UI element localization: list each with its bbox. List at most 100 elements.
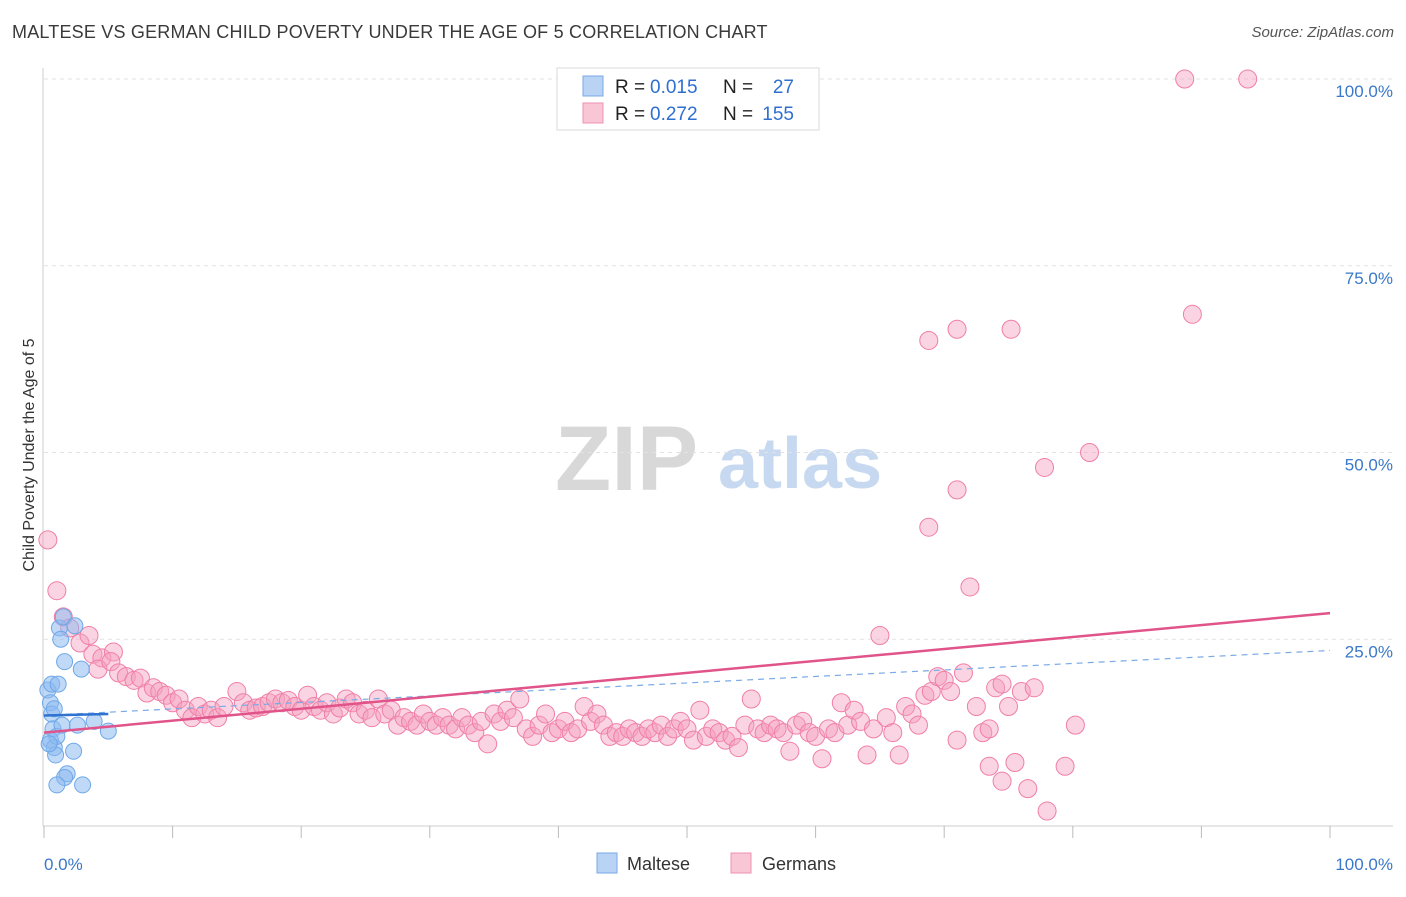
germans-point-140: [947, 730, 967, 750]
germans-point-67: [478, 734, 498, 754]
gridlines: [44, 78, 1393, 640]
maltese-point-8: [45, 700, 63, 718]
germans-point-138: [934, 670, 954, 690]
stats-swatch-maltese: [582, 75, 604, 97]
germans-point-25: [201, 700, 221, 720]
y-axis-label: Child Poverty Under the Age of 5: [21, 338, 38, 571]
maltese-point-22: [74, 776, 92, 794]
germans-point-116: [793, 711, 813, 731]
x-tick-label-max: 100.0%: [1335, 855, 1393, 874]
germans-point-148: [999, 696, 1018, 716]
chart-source: Source: ZipAtlas.com: [1251, 24, 1394, 41]
stats-r-value-maltese: 0.015: [650, 77, 698, 98]
germans-point-20: [169, 689, 189, 709]
germans-point-74: [523, 726, 543, 746]
germans-point-153: [919, 330, 939, 350]
germans-point-1: [47, 581, 67, 601]
germans-point-93: [645, 723, 665, 743]
germans-point-80: [561, 723, 581, 743]
germans-point-161: [1175, 69, 1195, 89]
germans-point-103: [709, 723, 729, 743]
germans-point-47: [349, 704, 369, 724]
trend-lines: [43, 611, 1331, 734]
maltese-point-25: [40, 735, 58, 753]
germans-point-156: [1182, 304, 1202, 324]
maltese-point-21: [72, 660, 90, 678]
germans-point-64: [458, 715, 478, 735]
germans-trend-line: [43, 611, 1331, 734]
chart-title: MALTESE VS GERMAN CHILD POVERTY UNDER TH…: [12, 22, 768, 42]
germans-point-23: [188, 696, 208, 716]
germans-point-58: [420, 711, 440, 731]
x-tick-label-min: 0.0%: [44, 855, 83, 874]
germans-point-95: [658, 726, 678, 746]
germans-point-68: [484, 704, 504, 724]
stats-r-value-germans: 0.272: [650, 104, 698, 125]
legend-swatch-maltese: [596, 852, 618, 874]
germans-point-109: [748, 719, 768, 739]
germans-point-107: [735, 715, 755, 735]
watermark-zip: ZIP: [555, 408, 698, 510]
germans-point-84: [587, 704, 607, 724]
germans-point-102: [703, 719, 723, 739]
bottom-legend: Maltese Germans: [596, 852, 836, 874]
x-ticks: [43, 826, 1331, 838]
germans-point-71: [503, 708, 523, 728]
germans-point-145: [979, 756, 999, 776]
germans-point-124: [844, 700, 864, 720]
germans-point-131: [889, 745, 909, 765]
germans-point-165: [1065, 715, 1085, 735]
germans-point-17: [150, 682, 170, 702]
maltese-point-13: [56, 653, 74, 671]
maltese-trend-line: [43, 712, 109, 717]
stats-n-value-germans: 155: [762, 104, 794, 125]
germans-point-154: [947, 319, 967, 339]
germans-point-49: [362, 708, 382, 728]
germans-point-73: [516, 719, 536, 739]
germans-point-78: [548, 719, 568, 739]
germans-point-0: [38, 530, 58, 550]
germans-point-158: [947, 480, 967, 500]
germans-point-39: [298, 685, 318, 705]
germans-point-144: [973, 723, 993, 743]
germans-point-120: [818, 719, 838, 739]
germans-point-90: [626, 723, 646, 743]
germans-point-134: [908, 715, 928, 735]
germans-point-69: [491, 711, 511, 731]
germans-point-99: [683, 730, 703, 750]
germans-point-133: [902, 704, 922, 724]
legend-label-maltese: Maltese: [627, 854, 690, 874]
germans-point-76: [536, 704, 556, 724]
germans-point-159: [1035, 457, 1055, 477]
stats-legend: R = 0.015 N = 27 R = 0.272 N = 155: [556, 67, 820, 131]
germans-point-127: [863, 719, 883, 739]
germans-point-150: [1011, 682, 1031, 702]
germans-point-114: [780, 741, 800, 761]
germans-point-135: [915, 685, 935, 705]
germans-point-65: [465, 723, 485, 743]
germans-point-88: [613, 726, 633, 746]
y-tick-label-75: 75.0%: [1345, 269, 1393, 288]
germans-point-146: [986, 678, 1006, 698]
germans-point-77: [542, 723, 562, 743]
germans-point-151: [1018, 779, 1038, 799]
germans-point-147: [992, 771, 1012, 791]
germans-point-162: [1238, 69, 1258, 89]
watermark-atlas: atlas: [718, 424, 882, 504]
maltese-trend-dashed: [43, 649, 1331, 717]
germans-point-101: [696, 726, 716, 746]
germans-point-143: [966, 696, 986, 716]
maltese-point-12: [54, 608, 72, 626]
germans-point-141: [953, 663, 973, 683]
germans-point-18: [156, 685, 176, 705]
germans-point-106: [728, 738, 748, 758]
germans-point-63: [452, 708, 472, 728]
germans-point-56: [407, 715, 427, 735]
germans-point-163: [1055, 756, 1075, 776]
germans-point-91: [632, 726, 652, 746]
germans-point-126: [857, 745, 877, 765]
maltese-point-17: [48, 776, 66, 794]
maltese-point-26: [49, 675, 67, 693]
